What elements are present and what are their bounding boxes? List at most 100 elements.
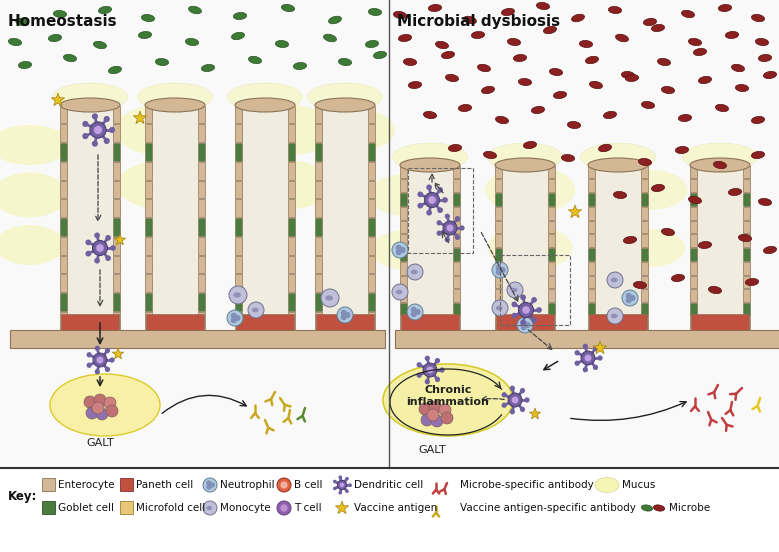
Ellipse shape bbox=[763, 246, 777, 253]
Circle shape bbox=[439, 404, 451, 416]
Bar bbox=[145, 181, 152, 198]
Bar bbox=[453, 262, 460, 274]
Circle shape bbox=[348, 483, 352, 487]
Bar bbox=[315, 312, 322, 330]
Circle shape bbox=[83, 121, 89, 127]
Ellipse shape bbox=[326, 295, 333, 301]
Circle shape bbox=[94, 232, 100, 238]
Circle shape bbox=[575, 350, 580, 355]
Circle shape bbox=[519, 302, 534, 317]
Bar bbox=[400, 275, 407, 288]
Circle shape bbox=[437, 208, 443, 213]
Circle shape bbox=[455, 235, 460, 240]
Bar bbox=[548, 207, 555, 220]
Bar bbox=[113, 256, 120, 273]
Circle shape bbox=[421, 414, 433, 426]
Bar bbox=[495, 248, 502, 261]
Circle shape bbox=[435, 377, 440, 382]
Ellipse shape bbox=[442, 51, 455, 59]
Ellipse shape bbox=[507, 39, 520, 46]
Polygon shape bbox=[335, 501, 349, 514]
Circle shape bbox=[425, 193, 439, 208]
Ellipse shape bbox=[549, 68, 562, 76]
Ellipse shape bbox=[682, 10, 695, 18]
Ellipse shape bbox=[689, 197, 702, 204]
Ellipse shape bbox=[580, 143, 655, 171]
Bar bbox=[198, 237, 205, 254]
Bar bbox=[145, 274, 152, 292]
Bar bbox=[67, 109, 113, 330]
Circle shape bbox=[105, 367, 110, 372]
Ellipse shape bbox=[718, 4, 731, 12]
Ellipse shape bbox=[404, 59, 417, 66]
Bar bbox=[690, 234, 697, 247]
Circle shape bbox=[520, 320, 527, 326]
Circle shape bbox=[396, 249, 402, 255]
Circle shape bbox=[446, 224, 454, 232]
Bar bbox=[453, 207, 460, 220]
Circle shape bbox=[622, 290, 638, 306]
Bar bbox=[588, 207, 595, 220]
Ellipse shape bbox=[281, 4, 294, 12]
Circle shape bbox=[426, 210, 432, 215]
Ellipse shape bbox=[690, 158, 750, 172]
Ellipse shape bbox=[639, 158, 651, 166]
Ellipse shape bbox=[428, 4, 442, 12]
Ellipse shape bbox=[368, 174, 448, 216]
Bar bbox=[235, 256, 242, 273]
Text: Goblet cell: Goblet cell bbox=[58, 503, 114, 513]
Bar bbox=[453, 275, 460, 288]
Ellipse shape bbox=[235, 98, 295, 112]
Circle shape bbox=[109, 357, 115, 363]
Bar bbox=[453, 220, 460, 233]
Bar bbox=[690, 179, 697, 192]
Bar bbox=[60, 162, 67, 179]
Circle shape bbox=[593, 346, 598, 351]
Ellipse shape bbox=[675, 146, 689, 153]
Circle shape bbox=[277, 501, 291, 515]
Ellipse shape bbox=[206, 506, 212, 510]
Bar bbox=[10, 330, 385, 348]
Ellipse shape bbox=[400, 158, 460, 172]
Bar bbox=[690, 166, 697, 178]
Ellipse shape bbox=[698, 241, 712, 248]
Circle shape bbox=[105, 235, 111, 241]
Circle shape bbox=[340, 482, 344, 487]
Bar bbox=[548, 220, 555, 233]
Ellipse shape bbox=[752, 116, 765, 124]
Ellipse shape bbox=[325, 110, 395, 150]
Bar bbox=[60, 274, 67, 292]
Circle shape bbox=[338, 491, 342, 495]
Ellipse shape bbox=[495, 158, 555, 172]
Ellipse shape bbox=[398, 34, 411, 41]
Bar bbox=[145, 237, 152, 254]
Bar bbox=[198, 218, 205, 236]
Ellipse shape bbox=[495, 306, 502, 310]
Ellipse shape bbox=[622, 71, 635, 78]
Circle shape bbox=[94, 258, 100, 263]
Bar bbox=[198, 199, 205, 217]
Bar bbox=[368, 181, 375, 198]
Circle shape bbox=[104, 116, 110, 122]
Circle shape bbox=[92, 113, 98, 119]
Bar bbox=[145, 105, 152, 123]
Bar bbox=[400, 179, 407, 192]
Circle shape bbox=[445, 237, 450, 242]
Circle shape bbox=[231, 313, 237, 319]
Bar bbox=[453, 166, 460, 178]
Circle shape bbox=[502, 402, 507, 408]
Circle shape bbox=[96, 244, 104, 252]
Ellipse shape bbox=[138, 83, 213, 111]
Text: Enterocyte: Enterocyte bbox=[58, 480, 115, 490]
Ellipse shape bbox=[738, 235, 752, 242]
Ellipse shape bbox=[708, 286, 721, 294]
Bar bbox=[288, 162, 295, 179]
Circle shape bbox=[437, 187, 443, 193]
Text: GALT: GALT bbox=[86, 438, 114, 448]
Ellipse shape bbox=[63, 54, 76, 62]
Bar bbox=[400, 317, 407, 330]
Bar bbox=[548, 179, 555, 192]
Text: Mucus: Mucus bbox=[622, 480, 655, 490]
Bar bbox=[495, 289, 502, 302]
Ellipse shape bbox=[60, 98, 120, 112]
